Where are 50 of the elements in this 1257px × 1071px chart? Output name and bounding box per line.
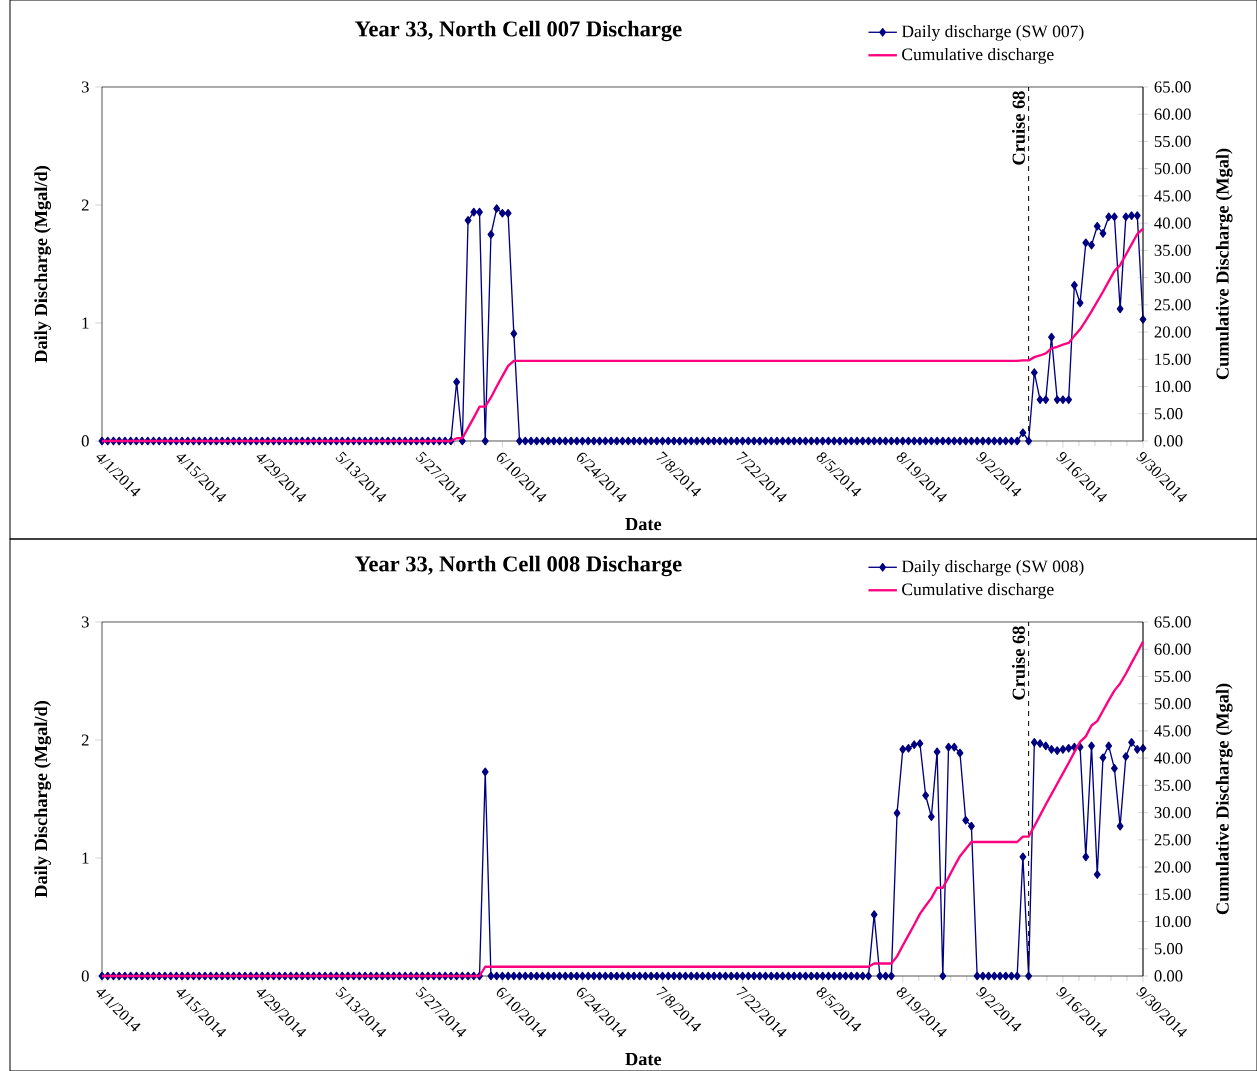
y2-axis-title: Cumulative Discharge (Mgal) bbox=[1215, 683, 1233, 915]
y-tick-label: 2 bbox=[81, 734, 89, 746]
y-tick-label: 3 bbox=[81, 81, 89, 93]
y2-tick-label: 55.00 bbox=[1154, 135, 1191, 148]
y2-tick-label: 20.00 bbox=[1154, 861, 1191, 873]
y2-tick-label: 60.00 bbox=[1154, 643, 1191, 655]
y2-tick-label: 65.00 bbox=[1154, 616, 1191, 628]
y-axis-title: Daily Discharge (Mgal/d) bbox=[34, 166, 52, 363]
y2-tick-label: 5.00 bbox=[1154, 408, 1183, 420]
chart-title: Year 33, North Cell 008 Discharge bbox=[355, 555, 682, 577]
y2-tick-label: 40.00 bbox=[1154, 752, 1191, 764]
y2-tick-label: 65.00 bbox=[1154, 81, 1191, 93]
y2-tick-label: 0.00 bbox=[1154, 970, 1183, 982]
y2-tick-label: 50.00 bbox=[1154, 698, 1191, 710]
y2-tick-label: 5.00 bbox=[1154, 943, 1183, 955]
y2-tick-label: 20.00 bbox=[1154, 326, 1191, 338]
y2-tick-label: 0.00 bbox=[1154, 435, 1183, 447]
y-tick-label: 2 bbox=[81, 199, 89, 211]
y-tick-label: 0 bbox=[81, 435, 89, 447]
legend-label: Daily discharge (SW 007) bbox=[901, 24, 1084, 41]
y2-tick-label: 50.00 bbox=[1154, 163, 1191, 175]
y2-tick-label: 40.00 bbox=[1154, 217, 1191, 229]
y2-tick-label: 25.00 bbox=[1154, 834, 1191, 846]
y2-tick-label: 35.00 bbox=[1154, 779, 1191, 792]
ref-line-label: Cruise 68 bbox=[1012, 626, 1025, 700]
legend-label: Daily discharge (SW 008) bbox=[901, 559, 1084, 576]
y-tick-label: 1 bbox=[82, 317, 89, 329]
legend-label: Cumulative discharge bbox=[902, 47, 1054, 64]
y2-axis-title: Cumulative Discharge (Mgal) bbox=[1215, 148, 1233, 380]
y2-tick-label: 10.00 bbox=[1155, 915, 1191, 928]
x-axis-title: Date bbox=[625, 518, 662, 531]
y-axis-title: Daily Discharge (Mgal/d) bbox=[34, 701, 52, 898]
y2-tick-label: 45.00 bbox=[1154, 190, 1191, 202]
y2-tick-label: 30.00 bbox=[1154, 806, 1191, 819]
y2-tick-label: 15.00 bbox=[1155, 888, 1191, 900]
y2-tick-label: 55.00 bbox=[1154, 670, 1191, 683]
y2-tick-label: 25.00 bbox=[1154, 299, 1191, 311]
chart-title: Year 33, North Cell 007 Discharge bbox=[355, 20, 682, 42]
y2-tick-label: 60.00 bbox=[1154, 108, 1191, 120]
y2-tick-label: 15.00 bbox=[1155, 353, 1191, 365]
y-tick-label: 0 bbox=[81, 970, 89, 982]
y-tick-label: 1 bbox=[82, 852, 89, 864]
legend-label: Cumulative discharge bbox=[902, 582, 1054, 599]
x-axis-title: Date bbox=[625, 1053, 662, 1066]
y2-tick-label: 35.00 bbox=[1154, 244, 1191, 257]
y2-tick-label: 30.00 bbox=[1154, 271, 1191, 284]
y-tick-label: 3 bbox=[81, 616, 89, 628]
y2-tick-label: 10.00 bbox=[1155, 380, 1191, 393]
y2-tick-label: 45.00 bbox=[1154, 725, 1191, 737]
ref-line-label: Cruise 68 bbox=[1012, 91, 1025, 165]
